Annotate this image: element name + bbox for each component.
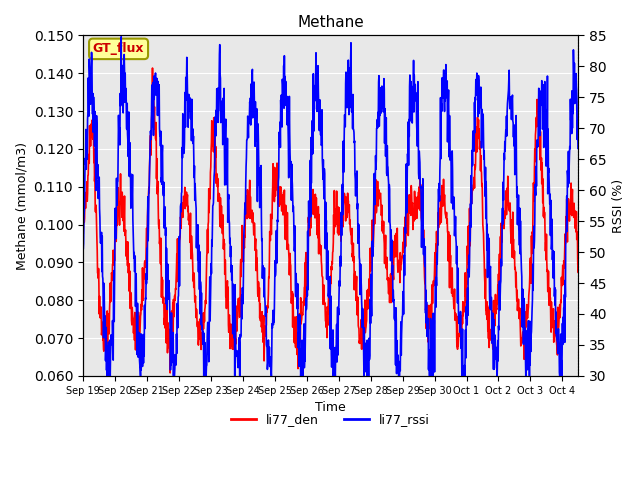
li77_den <box>302 256 310 262</box>
li77_rssi <box>311 83 319 88</box>
li77_rssi <box>79 232 87 238</box>
Line: li77_den: li77_den <box>83 68 582 373</box>
li77_rssi <box>291 282 299 288</box>
li77_rssi <box>104 373 111 379</box>
li77_rssi <box>139 363 147 369</box>
Legend: li77_den, li77_rssi: li77_den, li77_rssi <box>227 408 435 431</box>
li77_den <box>364 306 371 312</box>
li77_den <box>311 196 319 202</box>
li77_rssi <box>117 34 125 39</box>
Y-axis label: RSSI (%): RSSI (%) <box>612 179 625 233</box>
Y-axis label: Methane (mmol/m3): Methane (mmol/m3) <box>15 142 28 270</box>
li77_den <box>79 228 87 233</box>
li77_rssi <box>302 312 310 318</box>
li77_den <box>578 293 586 299</box>
li77_rssi <box>578 195 586 201</box>
li77_rssi <box>364 353 371 359</box>
X-axis label: Time: Time <box>316 401 346 414</box>
li77_den <box>118 201 125 206</box>
li77_den <box>291 343 299 348</box>
li77_den <box>138 287 146 293</box>
Text: GT_flux: GT_flux <box>93 42 144 55</box>
li77_den <box>166 370 174 376</box>
li77_rssi <box>118 93 126 99</box>
li77_den <box>148 65 156 71</box>
Line: li77_rssi: li77_rssi <box>83 36 582 376</box>
Title: Methane: Methane <box>297 15 364 30</box>
